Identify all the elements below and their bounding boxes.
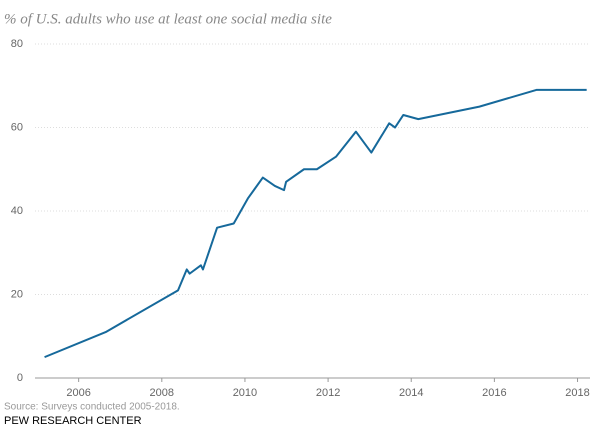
x-tick-label: 2006 — [66, 387, 90, 399]
credit: PEW RESEARCH CENTER — [4, 415, 142, 427]
x-tick-label: 2014 — [399, 387, 423, 399]
y-tick-label: 0 — [17, 372, 23, 384]
chart-title: % of U.S. adults who use at least one so… — [4, 11, 332, 27]
line — [44, 88, 587, 359]
x-tick-label: 2018 — [565, 387, 589, 399]
y-tick-label: 60 — [11, 121, 23, 133]
x-tick-label: 2008 — [150, 387, 174, 399]
source: Source: Surveys conducted 2005-2018. — [4, 402, 180, 413]
y-tick-label: 40 — [11, 205, 23, 217]
x-tick-label: 2016 — [482, 387, 506, 399]
x-tick-label: 2010 — [233, 387, 257, 399]
y-tick-label: 80 — [11, 38, 23, 50]
y-tick-label: 20 — [11, 288, 23, 300]
x-tick-label: 2012 — [316, 387, 340, 399]
